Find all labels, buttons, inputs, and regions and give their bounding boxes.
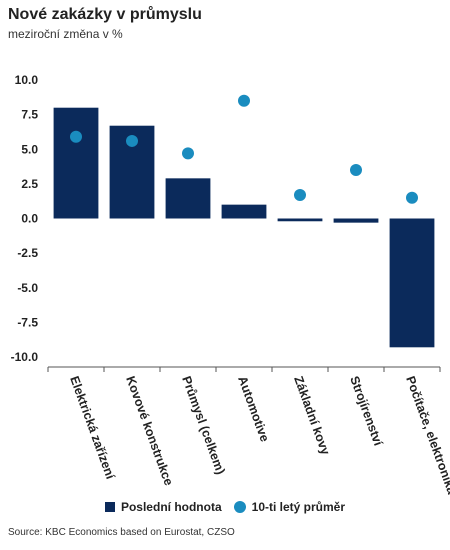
category-label: Počítače, elektronika (403, 374, 450, 497)
y-tick-label: -5.0 (17, 281, 38, 295)
bar (333, 218, 379, 223)
avg-dot (294, 188, 306, 201)
category-label: Průmysl (celkem) (179, 374, 228, 476)
legend-dot-label: 10-ti letý průměr (251, 500, 346, 514)
legend-item-dot: 10-ti letý průměr (233, 500, 346, 514)
y-tick-label: 7.5 (21, 108, 38, 122)
y-tick-label: 5.0 (21, 142, 38, 156)
category-label: Strojírenství (347, 374, 385, 448)
bar (165, 178, 211, 219)
y-tick-label: 2.5 (21, 177, 38, 191)
legend: Poslední hodnota 10-ti letý průměr (0, 500, 450, 514)
category-label: Automotive (235, 374, 272, 443)
category-label: Elektrická zařízení (67, 374, 117, 481)
legend-bar-label: Poslední hodnota (120, 500, 222, 514)
avg-dot (126, 134, 138, 147)
legend-item-bar: Poslední hodnota (104, 500, 222, 514)
bar (53, 107, 99, 219)
y-tick-label: 0.0 (21, 212, 38, 226)
category-label: Základní kovy (291, 374, 332, 457)
legend-dot-swatch (233, 501, 246, 513)
chart-subtitle: meziroční změna v % (8, 27, 123, 41)
bar (277, 218, 323, 222)
y-tick-label: 10.0 (15, 73, 39, 87)
y-tick-label: -7.5 (17, 315, 38, 329)
bar (221, 204, 267, 219)
y-tick-label: -2.5 (17, 246, 38, 260)
legend-bar-swatch (104, 502, 115, 512)
avg-dot (70, 130, 82, 143)
y-tick-label: -10.0 (11, 350, 39, 364)
category-label: Kovové konstrukce (123, 374, 176, 487)
avg-dot (350, 164, 362, 177)
avg-dot (238, 94, 250, 107)
chart-title: Nové zakázky v průmyslu (8, 6, 202, 23)
chart-area: 10.0 7.5 5.0 2.5 0.0 -2.5 -5.0 -7.5 -10.0 Elektri… (11, 73, 450, 497)
avg-dot (406, 191, 418, 204)
bar (389, 218, 435, 348)
source-note: Source: KBC Economics based on Eurostat,… (8, 527, 235, 538)
avg-dot (182, 147, 194, 160)
